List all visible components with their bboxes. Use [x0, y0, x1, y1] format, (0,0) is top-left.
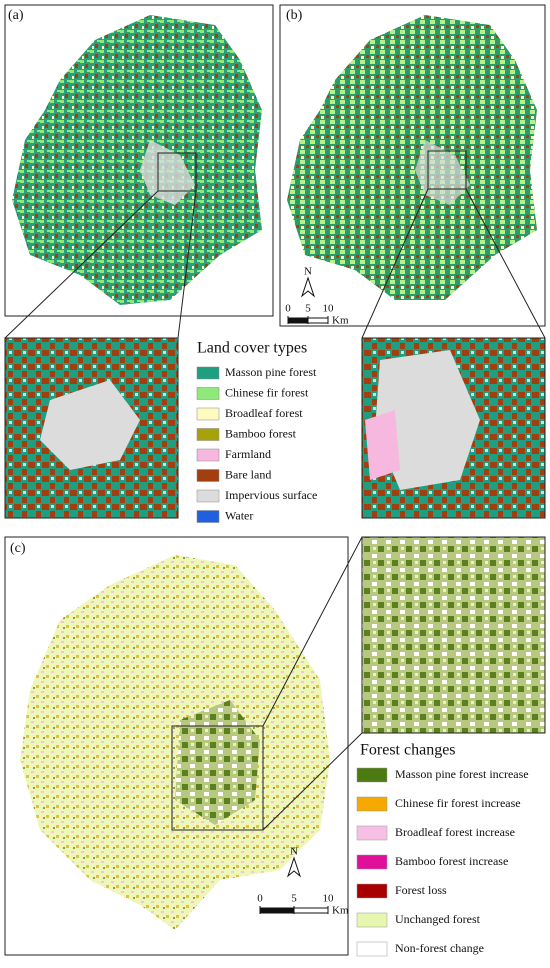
scale-segment: [307, 317, 329, 324]
zoom-line: [465, 188, 546, 339]
scale-unit: Km: [332, 315, 349, 327]
map-area: [20, 555, 330, 930]
legend-swatch: [196, 448, 220, 462]
legend: Forest changes Masson pine forest increa…: [356, 742, 529, 957]
legend-label: Unchanged forest: [395, 912, 481, 926]
panel-label: (c): [10, 541, 26, 556]
scale-segment: [287, 317, 309, 324]
scale-segment: [293, 907, 329, 914]
legend-swatch: [196, 489, 220, 503]
zoom-line: [262, 536, 363, 727]
legend-label: Broadleaf forest increase: [395, 825, 515, 839]
legend: Land cover types Masson pine forest Chine…: [196, 340, 317, 523]
legend-swatch: [196, 510, 220, 523]
legend-label: Forest loss: [395, 883, 447, 897]
legend-title: Forest changes: [360, 742, 456, 759]
legend-label: Impervious surface: [225, 488, 317, 502]
legend-label: Non-forest change: [395, 941, 484, 955]
legend-swatch: [196, 428, 220, 441]
zoom-inset: [361, 536, 546, 734]
farmland-area: [365, 410, 400, 480]
urban-area: [40, 380, 140, 470]
legend-swatch: [196, 469, 220, 482]
legend-label: Farmland: [225, 447, 271, 461]
legend-label: Water: [225, 508, 253, 522]
panel-label: (a): [8, 8, 24, 23]
legend-swatch: [196, 366, 220, 380]
scale-tick-label: 10: [323, 303, 335, 315]
zoom-box: [157, 152, 197, 192]
zoom-box: [427, 150, 467, 190]
legend-swatch: [356, 883, 388, 899]
map-area: [12, 15, 262, 305]
urban-area: [375, 350, 480, 490]
legend-label: Masson pine forest increase: [395, 767, 529, 781]
legend-swatch: [356, 796, 388, 812]
legend-swatch: [196, 387, 220, 400]
legend-label: Bamboo forest: [225, 426, 297, 440]
change-area: [175, 700, 260, 825]
map-area: [287, 15, 537, 300]
north-arrow: [286, 856, 302, 878]
legend-swatch: [356, 941, 388, 957]
scale-tick-label: 5: [291, 893, 297, 905]
urban-area: [140, 140, 195, 205]
legend-swatch: [356, 854, 388, 870]
legend-swatch: [196, 407, 220, 421]
legend-label: Bamboo forest increase: [395, 854, 508, 868]
zoom-line: [4, 190, 159, 339]
legend-swatch: [356, 825, 388, 841]
north-label: N: [290, 846, 298, 858]
legend-label: Chinese fir forest increase: [395, 796, 521, 810]
scale-tick-label: 0: [257, 893, 263, 905]
legend-label: Broadleaf forest: [225, 406, 303, 420]
legend-swatch: [356, 912, 388, 928]
zoom-box: [171, 725, 264, 831]
legend-title: Land cover types: [197, 340, 307, 357]
scale-segment: [259, 907, 295, 914]
zoom-line: [361, 188, 429, 339]
scale-tick-label: 5: [305, 303, 311, 315]
scale-tick-label: 10: [323, 893, 335, 905]
legend-label: Chinese fir forest: [225, 385, 309, 399]
north-arrow: [300, 276, 316, 298]
legend-label: Masson pine forest: [225, 365, 317, 379]
zoom-line: [177, 190, 197, 339]
scale-tick-label: 0: [285, 303, 291, 315]
north-label: N: [304, 266, 312, 278]
panel-label: (b): [286, 8, 303, 23]
zoom-line: [262, 732, 363, 831]
legend-swatch: [356, 767, 388, 783]
legend-label: Bare land: [225, 467, 271, 481]
scale-unit: Km: [332, 905, 349, 917]
